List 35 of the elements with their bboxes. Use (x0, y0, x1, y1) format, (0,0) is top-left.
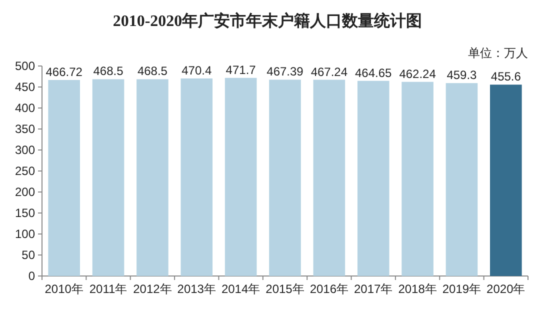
chart-title: 2010-2020年广安市年末户籍人口数量统计图 (112, 11, 422, 30)
data-label: 467.24 (310, 64, 348, 79)
y-tick-label: 50 (22, 248, 36, 262)
data-label: 459.3 (446, 68, 478, 82)
y-tick-label: 400 (14, 101, 36, 115)
x-tick-label: 2011年 (89, 282, 128, 296)
data-label: 464.65 (355, 66, 392, 80)
x-tick-label: 2010年 (44, 282, 84, 296)
y-tick-label: 300 (14, 143, 36, 157)
x-tick-label: 2014年 (221, 282, 260, 296)
data-label: 467.39 (266, 64, 304, 79)
data-label: 468.5 (137, 64, 168, 78)
y-tick-label: 250 (14, 164, 36, 178)
y-tick-label: 450 (14, 80, 36, 94)
x-tick-label: 2018年 (398, 282, 437, 296)
x-tick-label: 2016年 (310, 282, 349, 296)
y-tick-label: 500 (14, 59, 36, 73)
x-tick-label: 2019年 (442, 282, 482, 296)
y-tick-label: 0 (28, 269, 36, 283)
data-label: 471.7 (226, 62, 256, 77)
x-tick-label: 2015年 (266, 282, 304, 296)
y-tick-label: 200 (14, 185, 36, 199)
x-tick-label: 2012年 (133, 282, 172, 296)
data-label: 466.72 (46, 64, 83, 79)
y-tick-label: 100 (14, 227, 36, 241)
x-tick-label: 2013年 (177, 282, 216, 296)
data-label: 455.6 (490, 70, 522, 84)
x-tick-label: 2020年 (486, 282, 526, 296)
y-tick-label: 350 (14, 122, 36, 136)
data-label: 470.4 (182, 63, 212, 78)
x-tick-label: 2017年 (354, 282, 393, 296)
y-tick-label: 150 (14, 206, 36, 220)
text: 单位：万人 (468, 46, 528, 60)
data-label: 468.5 (93, 64, 124, 78)
data-label: 462.24 (399, 66, 436, 81)
